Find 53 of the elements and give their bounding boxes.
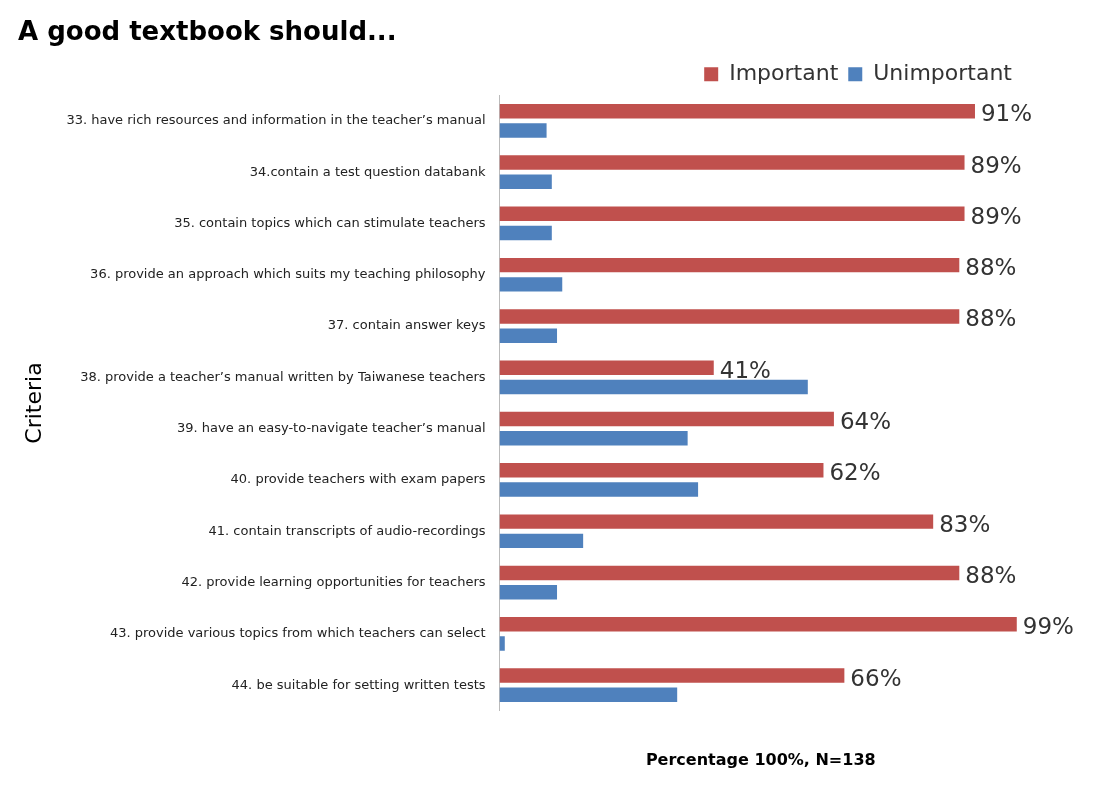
bar: [499, 584, 558, 600]
bar: [499, 533, 584, 549]
bar: [499, 668, 845, 683]
bar: [499, 277, 563, 292]
data-label: 66%: [850, 664, 902, 691]
y-axis-title: Criteria: [20, 362, 46, 444]
bar: [499, 411, 834, 427]
data-label: 91%: [980, 100, 1033, 127]
bar: [499, 309, 960, 324]
bar: [499, 123, 547, 138]
bar: [499, 379, 808, 395]
data-label: 89%: [970, 202, 1022, 229]
data-label: 83%: [939, 510, 991, 537]
bar: [499, 514, 934, 529]
data-label: 89%: [970, 151, 1022, 178]
data-label: 88%: [965, 254, 1017, 281]
bar: [499, 104, 975, 119]
y-tick-label: 39. have an easy-to-navigate teacher’s manual: [177, 420, 486, 436]
y-tick-label: 43. provide various topics from which teachers can select: [109, 625, 486, 641]
data-label: 62%: [829, 459, 881, 486]
bar: [499, 687, 678, 702]
bar: [499, 257, 960, 273]
bar: [499, 174, 552, 189]
data-label: 41%: [719, 356, 771, 383]
data-label: 99%: [1022, 613, 1074, 640]
bar: [499, 463, 824, 478]
bar: [499, 225, 552, 241]
bar: [499, 636, 505, 651]
x-axis-title: Percentage 100%, N=138: [645, 749, 876, 769]
bar: [499, 431, 688, 446]
bar: [499, 565, 960, 581]
bar: [499, 617, 1017, 632]
bar: [499, 206, 965, 222]
y-tick-label: 44. be suitable for setting written tests: [231, 676, 486, 692]
y-tick-label: 36. provide an approach which suits my teaching philosophy: [90, 266, 486, 282]
bar: [499, 360, 714, 375]
y-tick-label: 35. contain topics which can stimulate teachers: [174, 214, 486, 230]
y-tick-label: 40. provide teachers with exam papers: [230, 471, 486, 487]
text: A good textbook should...: [18, 16, 397, 47]
y-tick-label: 42. provide learning opportunities for teachers: [181, 573, 486, 589]
y-tick-label: 41. contain transcripts of audio-recordings: [208, 522, 486, 538]
bar: [499, 328, 558, 343]
legend-label: Important: [729, 59, 839, 85]
data-label: 88%: [965, 305, 1017, 332]
y-tick-label: 34.contain a test question databank: [249, 163, 487, 179]
y-tick-label: 33. have rich resources and information in the teacher’s manual: [66, 112, 486, 128]
legend-label: Unimportant: [873, 59, 1013, 85]
data-label: 88%: [965, 561, 1017, 588]
y-tick-label: 38. provide a teacher’s manual written by Taiwanese teachers: [80, 368, 486, 384]
bar: [499, 155, 965, 170]
bar: [499, 482, 699, 497]
data-label: 64%: [839, 408, 892, 434]
y-tick-label: 37. contain answer keys: [327, 317, 486, 333]
